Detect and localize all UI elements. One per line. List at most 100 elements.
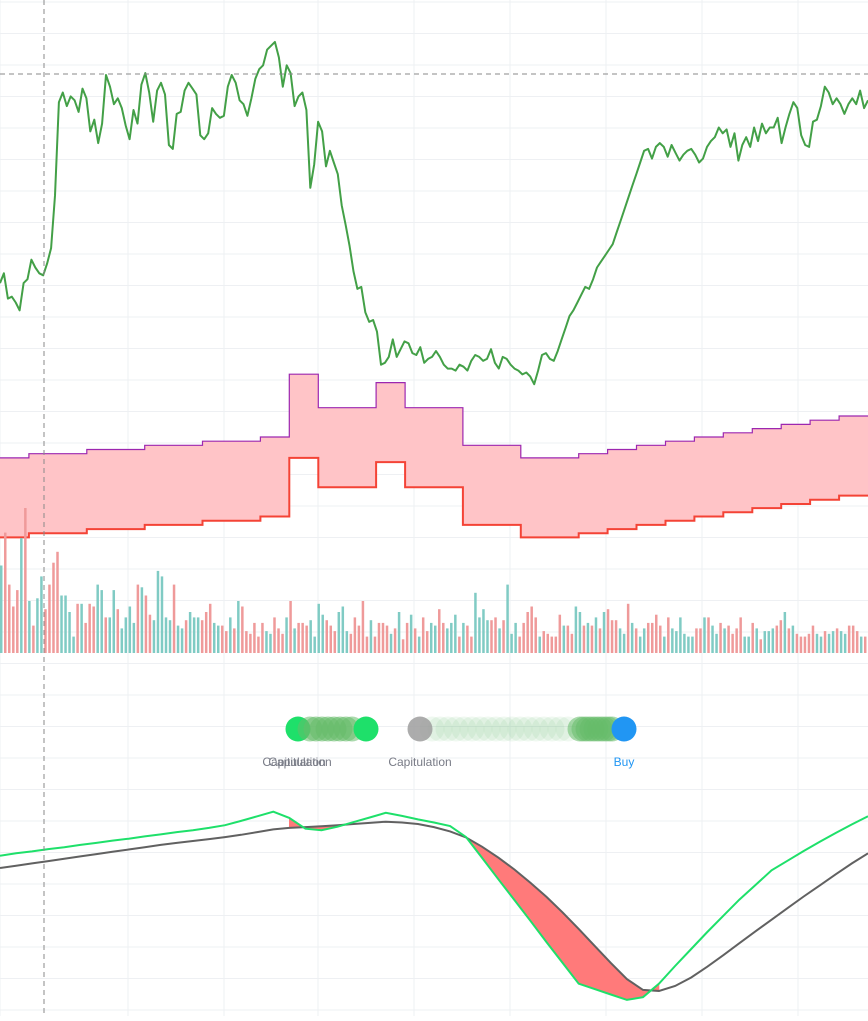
- volume-bar: [799, 636, 803, 653]
- volume-bar: [747, 636, 750, 653]
- volume-bar: [140, 587, 144, 653]
- volume-bar: [44, 609, 47, 653]
- volume-bar: [839, 631, 843, 653]
- volume-bar: [349, 633, 353, 653]
- volume-bar: [204, 612, 208, 653]
- volume-bar: [321, 614, 324, 653]
- volume-bar: [811, 625, 815, 653]
- volume-bar: [558, 614, 562, 653]
- signal-dot: [451, 716, 477, 742]
- volume-bar: [723, 628, 726, 653]
- volume-bar: [683, 633, 686, 653]
- volume-bar: [76, 603, 79, 653]
- volume-bar: [301, 622, 304, 653]
- volume-bar: [4, 532, 7, 653]
- volume-bar: [675, 631, 678, 653]
- volume-bar: [602, 612, 606, 653]
- signal-dot: [443, 716, 469, 742]
- volume-bar: [687, 636, 690, 653]
- volume-bar: [136, 584, 140, 653]
- volume-bar: [787, 628, 791, 653]
- volume-bar: [711, 625, 714, 653]
- volume-bar: [148, 614, 152, 653]
- volume-bar: [168, 620, 172, 653]
- volume-bar: [663, 636, 666, 653]
- volume-bar: [530, 606, 533, 653]
- volume-bar: [671, 628, 674, 653]
- volume-bar: [12, 606, 15, 653]
- volume-bar: [454, 614, 457, 653]
- volume-bar: [417, 636, 421, 653]
- volume-bar: [691, 636, 694, 653]
- volume-bar: [827, 633, 831, 653]
- volume-bar: [333, 631, 337, 653]
- volume-bar: [24, 508, 27, 653]
- volume-bar: [72, 636, 75, 653]
- volume-bar: [518, 636, 521, 653]
- volume-bar: [397, 612, 401, 653]
- volume-bar: [819, 636, 823, 653]
- volume-bar: [425, 631, 429, 653]
- volume-bar: [36, 598, 39, 653]
- volume-bar: [405, 622, 409, 653]
- signal-dot: [459, 716, 485, 742]
- signal-dot: [491, 716, 517, 742]
- volume-bar: [229, 617, 232, 653]
- signal-dot: [515, 716, 541, 742]
- volume-bar: [566, 625, 570, 653]
- oscillator-panel: [0, 810, 868, 1001]
- volume-bar: [120, 628, 124, 653]
- volume-bar: [144, 595, 148, 653]
- volume-bar: [100, 590, 103, 653]
- volume-bar: [124, 617, 128, 653]
- volume-bar: [562, 625, 566, 653]
- volume-bar: [715, 633, 718, 653]
- volume-bar: [478, 617, 481, 653]
- osc-slow-line: [0, 820, 868, 993]
- volume-bar: [642, 628, 646, 653]
- volume-bar: [184, 620, 188, 653]
- volume-bar: [196, 617, 200, 653]
- volume-bar: [574, 606, 578, 653]
- volume-bar: [815, 633, 819, 653]
- volume-bar: [831, 631, 835, 653]
- volume-bar: [578, 612, 582, 653]
- volume-bar: [510, 633, 513, 653]
- volume-bar: [795, 633, 799, 653]
- volume-bar: [353, 617, 357, 653]
- volume-bar: [554, 636, 558, 653]
- volume-bar: [438, 609, 441, 653]
- volume-bar: [843, 633, 847, 653]
- price-line: [0, 40, 868, 386]
- signal-dot: [499, 716, 525, 742]
- volume-bar: [598, 628, 602, 653]
- signal-label-capitulation-2: Capitulation: [268, 755, 331, 769]
- volume-bar: [329, 625, 333, 653]
- volume-bar: [289, 601, 292, 653]
- volume-bar: [458, 636, 461, 653]
- volume-bar: [638, 636, 642, 653]
- volume-bar: [494, 617, 497, 653]
- volume-bar: [522, 622, 525, 653]
- volume-bar: [482, 609, 485, 653]
- volume-bar: [160, 576, 164, 653]
- volume-bar: [763, 631, 767, 653]
- volume-bar: [526, 612, 529, 653]
- volume-bar: [606, 609, 610, 653]
- signal-label-buy: Buy: [614, 755, 635, 769]
- volume-panel: [0, 508, 867, 653]
- volume-bar: [755, 628, 758, 653]
- signal-dot: [539, 716, 565, 742]
- signal-label-capitulation-3: Capitulation: [388, 755, 451, 769]
- volume-bar: [265, 631, 268, 653]
- volume-bar: [357, 625, 361, 653]
- volume-bar: [285, 617, 288, 653]
- signal-dot: [435, 716, 461, 742]
- signal-dot: [467, 716, 493, 742]
- volume-bar: [365, 636, 369, 653]
- volume-bar: [84, 622, 87, 653]
- price-panel: [0, 40, 868, 386]
- volume-bar: [60, 595, 63, 653]
